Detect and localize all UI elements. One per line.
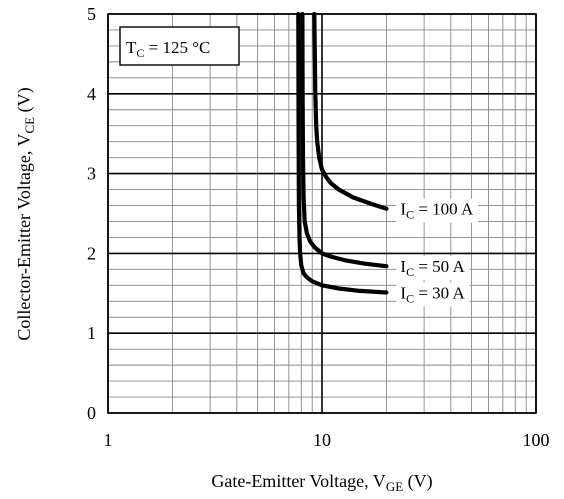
series-label: IC = 100 A <box>400 200 474 222</box>
x-axis-label: Gate-Emitter Voltage, VGE (V) <box>211 471 432 494</box>
series-label: IC = 50 A <box>400 257 465 279</box>
y-tick-label: 0 <box>87 403 96 423</box>
x-tick-label: 10 <box>313 430 331 450</box>
condition-box <box>119 26 240 66</box>
series-line <box>300 11 389 269</box>
x-tick-label: 100 <box>523 430 550 450</box>
series-label-bg <box>396 256 470 281</box>
condition-label: TC = 125 °C <box>126 38 210 60</box>
series-layer: IC = 100 A IC = 50 A IC = 30 A <box>296 11 479 307</box>
y-tick-label: 1 <box>87 323 96 343</box>
series-label-bg <box>396 282 470 307</box>
series-line <box>296 11 389 295</box>
x-tick-label: 1 <box>104 430 113 450</box>
y-tick-label: 5 <box>87 4 96 24</box>
plot-frame <box>107 13 537 414</box>
y-tick-label: 2 <box>87 243 96 263</box>
series-label: IC = 30 A <box>400 284 465 306</box>
series-line <box>312 11 389 211</box>
y-tick-label: 4 <box>87 84 96 104</box>
y-axis-label: Collector-Emitter Voltage, VCE (V) <box>14 87 37 340</box>
y-tick-label: 3 <box>87 164 96 184</box>
series-label-bg <box>396 198 479 223</box>
